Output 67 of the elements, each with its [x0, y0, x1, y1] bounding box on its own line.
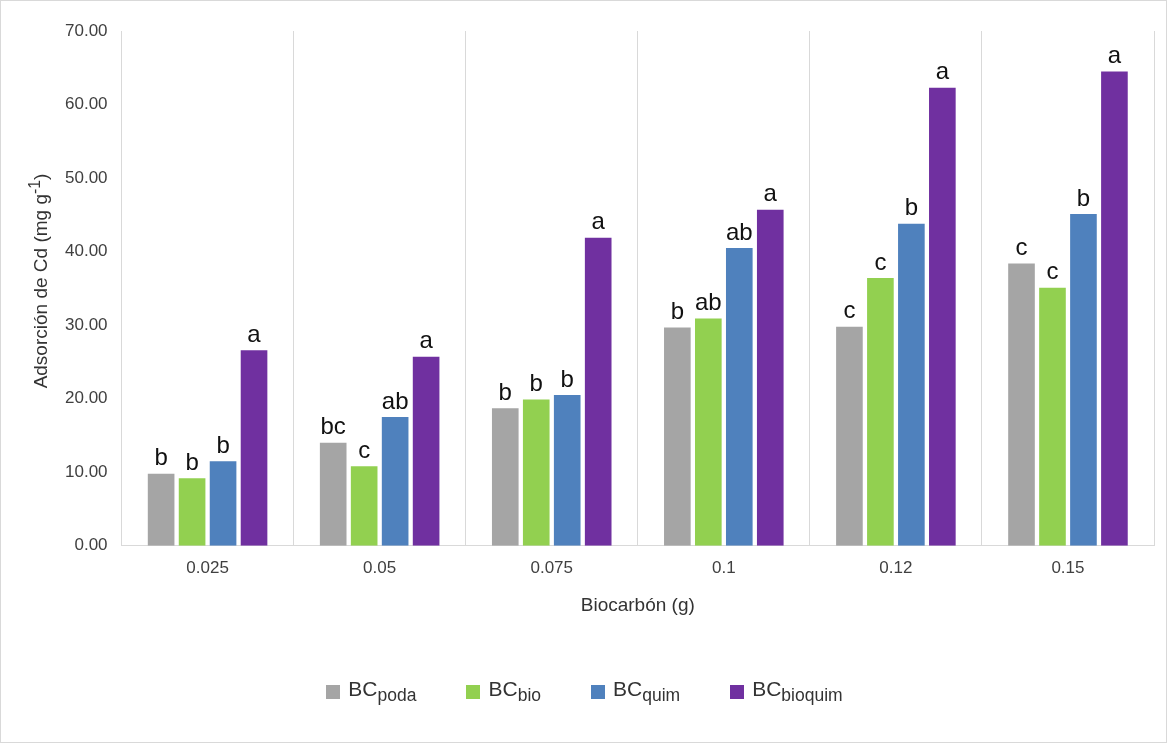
data-label: ab [725, 217, 753, 245]
data-label: a [935, 57, 950, 85]
bar [319, 442, 347, 546]
data-label: b [498, 377, 512, 405]
x-tick-label: 0.15 [1051, 557, 1085, 577]
bar [584, 237, 612, 546]
bar [209, 461, 237, 546]
y-tick-label: 30.00 [64, 314, 108, 334]
y-tick-label: 50.00 [64, 167, 108, 187]
bar [929, 87, 956, 546]
data-label: a [763, 179, 778, 207]
data-label: b [185, 447, 199, 475]
data-label: c [874, 247, 887, 275]
y-tick-label: 60.00 [64, 94, 108, 114]
data-label: b [529, 369, 543, 397]
bar [695, 318, 722, 546]
bar [1039, 287, 1066, 546]
bar [381, 417, 409, 546]
x-tick-label: 0.025 [186, 557, 229, 577]
bar [725, 247, 753, 546]
legend-label: BC$_{poda}$ [348, 677, 417, 707]
bar [350, 466, 378, 546]
bar [147, 473, 175, 546]
bar [898, 223, 925, 546]
legend-label: BC$_{bioquim}$ [752, 677, 843, 707]
y-tick-label: 0.00 [74, 535, 108, 555]
data-label: ab [694, 288, 722, 316]
x-tick-label: 0.05 [363, 557, 397, 577]
data-label: c [843, 296, 856, 324]
data-label: a [591, 207, 606, 235]
y-tick-label: 10.00 [64, 461, 108, 481]
y-tick-label: 20.00 [64, 388, 108, 408]
y-tick-label: 70.00 [64, 20, 108, 40]
legend-label: BC$_{quim}$ [613, 677, 681, 707]
data-label: c [1015, 233, 1028, 261]
data-label: b [670, 297, 685, 324]
bar [491, 408, 519, 546]
bar [1008, 263, 1035, 546]
data-label: b [1076, 183, 1091, 211]
data-label: bc [320, 412, 346, 440]
data-label: c [358, 436, 371, 463]
bar [1070, 214, 1097, 546]
bar [412, 356, 440, 546]
bar [240, 350, 268, 546]
bar [553, 395, 581, 546]
x-tick-label: 0.075 [530, 557, 574, 577]
data-label: ab [381, 386, 409, 414]
legend-label: BC$_{bio}$ [488, 677, 542, 707]
x-tick-label: 0.12 [879, 557, 913, 577]
bar [867, 278, 894, 546]
bar [664, 327, 691, 546]
bar [178, 478, 206, 546]
data-label: a [1107, 41, 1122, 69]
data-label: a [247, 319, 262, 347]
y-tick-label: 40.00 [64, 241, 108, 261]
data-label: a [419, 326, 434, 354]
bar [756, 209, 784, 546]
bar [1101, 71, 1128, 546]
x-tick-label: 0.1 [711, 557, 736, 577]
data-label: b [904, 193, 919, 221]
bar [522, 399, 550, 546]
bar [836, 326, 863, 546]
data-label: c [1046, 257, 1059, 285]
data-label: b [216, 430, 230, 458]
data-label: b [560, 364, 574, 392]
x-axis-title: Biocarbón (g) [580, 593, 695, 615]
data-label: b [154, 443, 168, 471]
